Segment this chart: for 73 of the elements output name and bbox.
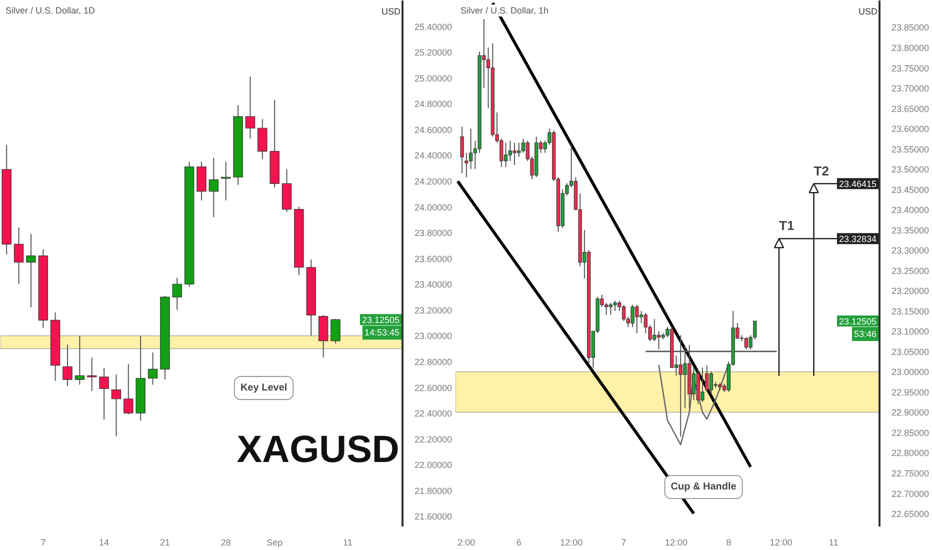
y-tick-label: 22.85000 bbox=[892, 428, 930, 438]
annotation: Cup & Handle bbox=[670, 482, 737, 493]
y-tick-label: 25.00000 bbox=[414, 73, 452, 84]
band-label: Key Level bbox=[240, 382, 288, 394]
y-tick-label: 23.55000 bbox=[892, 144, 930, 154]
text: Silver / U.S. Dollar, 1D bbox=[6, 6, 96, 16]
x-tick-label: 2:00 bbox=[458, 538, 476, 548]
y-tick-label: 22.90000 bbox=[892, 408, 930, 418]
y-tick-label: 21.60000 bbox=[414, 512, 452, 522]
annotation: 23.12505 bbox=[362, 315, 400, 326]
y-tick-label: 22.60000 bbox=[414, 382, 452, 393]
x-tick-label: 7 bbox=[621, 538, 626, 548]
y-tick-label: 23.20000 bbox=[414, 305, 452, 316]
x-tick-label: 28 bbox=[220, 538, 231, 548]
y-tick-label: 22.95000 bbox=[892, 387, 930, 398]
y-tick-label: 23.30000 bbox=[892, 246, 930, 256]
y-tick-label: 24.60000 bbox=[414, 124, 452, 135]
y-tick-label: 22.65000 bbox=[892, 509, 930, 520]
x-tick-label: 12:00 bbox=[664, 538, 688, 548]
y-tick-label: 25.40000 bbox=[414, 22, 452, 32]
y-tick-label: 23.10000 bbox=[892, 326, 930, 337]
y-axis-title: USD bbox=[382, 6, 401, 16]
y-tick-label: 22.75000 bbox=[892, 468, 930, 479]
y-axis-title: USD bbox=[858, 6, 878, 16]
y-tick-label: 22.80000 bbox=[892, 448, 930, 458]
y-tick-label: 23.75000 bbox=[892, 63, 930, 74]
annotation: T1 bbox=[779, 218, 794, 234]
y-tick-label: 22.00000 bbox=[414, 460, 452, 470]
y-tick-label: 25.20000 bbox=[414, 48, 452, 58]
x-tick-label: 12:00 bbox=[560, 538, 583, 548]
y-tick-label: 23.05000 bbox=[892, 346, 930, 357]
y-tick-label: 22.40000 bbox=[414, 408, 452, 419]
annotation: T2 bbox=[814, 163, 829, 178]
x-tick-label: 8 bbox=[726, 538, 732, 548]
y-tick-label: 23.25000 bbox=[892, 266, 930, 276]
x-tick-label: Sep bbox=[266, 538, 283, 548]
y-tick-label: 21.80000 bbox=[414, 486, 452, 496]
y-tick-label: 23.15000 bbox=[892, 306, 930, 316]
y-tick-label: 22.80000 bbox=[414, 356, 452, 367]
ref-line-label: 23.32834 bbox=[838, 234, 877, 244]
y-tick-label: 24.00000 bbox=[414, 202, 452, 212]
y-tick-label: 23.40000 bbox=[414, 280, 452, 290]
x-tick-label: 14 bbox=[99, 538, 110, 548]
text: Silver / U.S. Dollar, 1h bbox=[460, 6, 549, 16]
y-tick-label: 23.00000 bbox=[892, 367, 930, 378]
y-tick-label: 23.20000 bbox=[892, 286, 930, 296]
y-tick-label: 23.00000 bbox=[414, 331, 452, 342]
y-tick-label: 24.80000 bbox=[414, 99, 452, 110]
annotation: 53:46 bbox=[854, 329, 877, 340]
x-tick-label: 7 bbox=[40, 538, 46, 548]
y-tick-label: 23.80000 bbox=[892, 43, 930, 54]
y-tick-label: 24.20000 bbox=[414, 176, 452, 186]
y-tick-label: 23.50000 bbox=[892, 164, 930, 175]
y-tick-label: 24.40000 bbox=[414, 150, 452, 161]
y-tick-label: 23.80000 bbox=[414, 228, 452, 238]
y-tick-label: 23.85000 bbox=[892, 22, 930, 33]
x-tick-label: 11 bbox=[828, 538, 838, 548]
x-tick-label: 21 bbox=[160, 538, 170, 548]
y-tick-label: 23.60000 bbox=[892, 124, 930, 134]
annotation: XAGUSD bbox=[236, 429, 400, 472]
y-tick-label: 23.40000 bbox=[892, 205, 930, 216]
annotation: 23.12505 bbox=[838, 316, 877, 327]
annotation: 14:53:45 bbox=[364, 328, 400, 338]
y-tick-label: 23.35000 bbox=[892, 225, 930, 236]
y-tick-label: 22.20000 bbox=[414, 434, 452, 444]
y-tick-label: 23.45000 bbox=[892, 184, 930, 195]
y-tick-label: 23.65000 bbox=[892, 104, 930, 114]
x-tick-label: 11 bbox=[343, 538, 352, 548]
y-tick-label: 22.70000 bbox=[892, 488, 930, 499]
y-tick-label: 23.60000 bbox=[414, 254, 452, 264]
x-tick-label: 6 bbox=[516, 538, 522, 548]
y-tick-label: 23.70000 bbox=[892, 84, 930, 94]
x-tick-label: 12:00 bbox=[770, 538, 792, 548]
